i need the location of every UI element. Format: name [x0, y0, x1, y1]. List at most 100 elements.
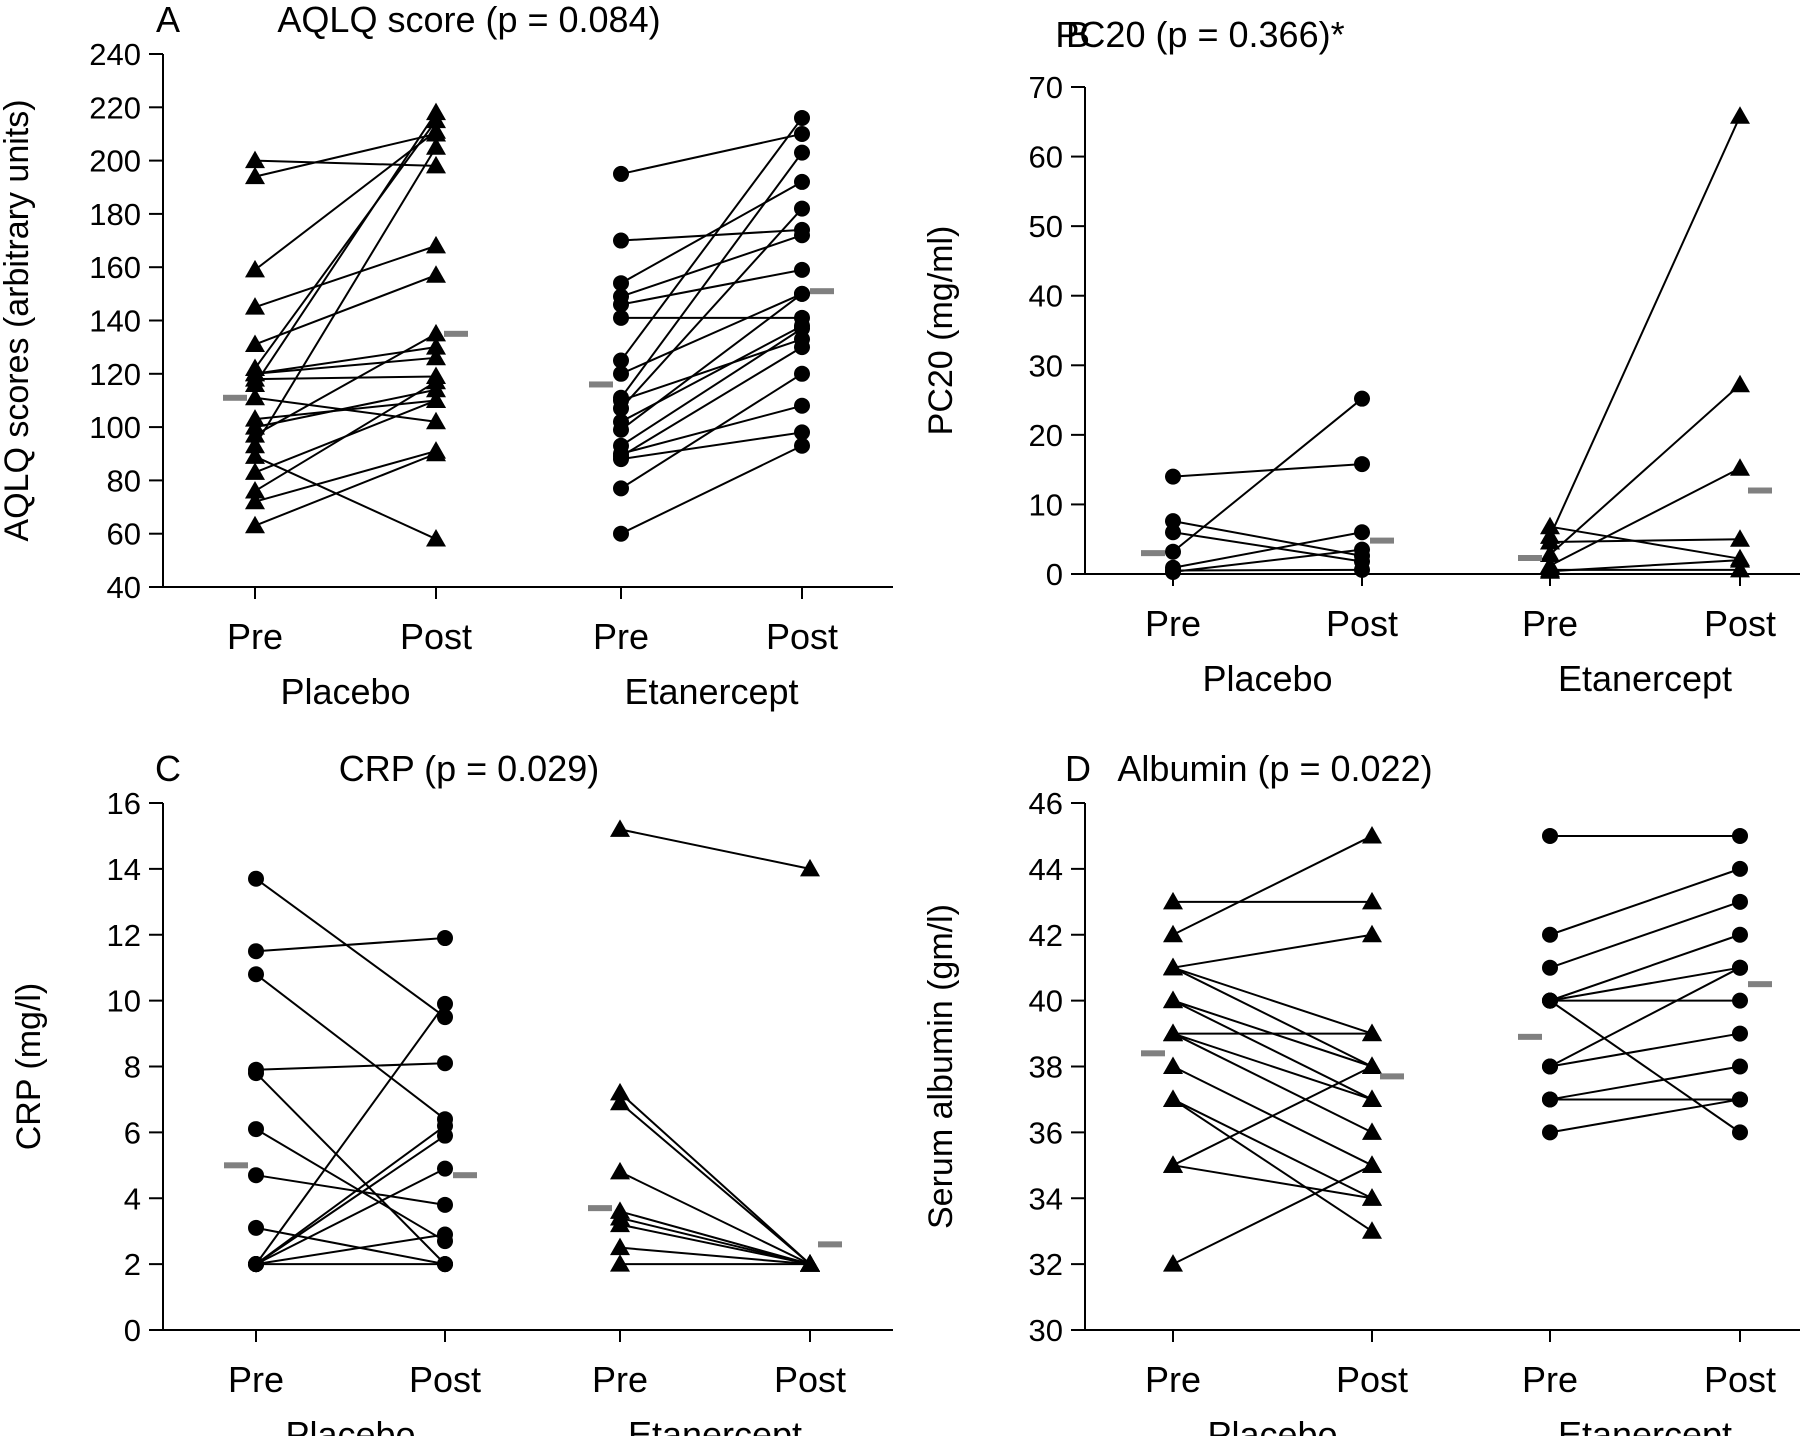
panel-a-pre-point	[613, 365, 629, 382]
panel-d-post-point	[1732, 827, 1748, 844]
panel-d-post-point	[1362, 1122, 1382, 1140]
panel-b-group-label: Etanercept	[1558, 658, 1732, 699]
panel-b-y-tick-label: 10	[1029, 487, 1063, 522]
panel-b-x-category-label: Post	[1704, 603, 1776, 644]
panel-a-pre-point	[245, 491, 265, 510]
panel-a-subject-line	[620, 268, 803, 306]
panel-c-y-tick-label: 0	[124, 1313, 141, 1348]
panel-c-y-tick-label: 16	[107, 786, 141, 821]
panel-d-pre-point	[1163, 1254, 1183, 1272]
panel-c-group-label: Placebo	[285, 1414, 415, 1436]
panel-d-pre-point	[1542, 926, 1558, 943]
panel-a-pre-point	[245, 334, 265, 352]
panel-a-subject-line	[620, 292, 803, 375]
panel-c-pre-point	[610, 1161, 630, 1180]
panel-b-post-point	[1730, 559, 1750, 578]
panel-b-y-tick-label: 60	[1029, 140, 1063, 175]
panel-a-subject-line	[620, 181, 803, 285]
panel-c-post-point	[437, 930, 453, 947]
panel-b-subject-line	[1549, 384, 1741, 556]
panel-b-post-point	[1354, 456, 1370, 473]
panel-d-y-tick-label: 30	[1029, 1313, 1063, 1348]
panel-b-post-point	[1354, 524, 1370, 541]
panel-c-post-point	[800, 1254, 820, 1272]
panel-c-pre-point	[610, 1092, 630, 1111]
panel-a-post-point	[794, 125, 810, 142]
panel-a-subject-line	[254, 146, 437, 447]
panel-d-subject-line	[1172, 999, 1373, 1101]
panel-d-post-point	[1362, 1056, 1382, 1074]
panel-c-post-point	[437, 1226, 453, 1243]
panel-a-pre-point	[613, 413, 629, 430]
panel-a-y-tick-label: 220	[89, 90, 141, 125]
panel-a-subject-line	[254, 452, 437, 527]
panel-a-pre-point	[613, 352, 629, 369]
panel-a-pre-point	[245, 446, 265, 464]
panel-d-pre-mean-mark	[1141, 1050, 1165, 1057]
panel-a-y-tick-label: 200	[89, 144, 141, 179]
panel-b-post-mean-mark	[1748, 487, 1772, 494]
panel-c-group-label: Etanercept	[628, 1414, 802, 1436]
panel-a-x-category-label: Post	[400, 616, 472, 657]
panel-a-pre-point	[245, 481, 265, 499]
panel-d-y-tick-label: 32	[1029, 1247, 1063, 1282]
panel-c-subject-line	[619, 1217, 811, 1266]
panel-a-pre-point	[245, 150, 265, 169]
panel-a-pre-mean-mark	[223, 394, 247, 401]
panel-c-y-axis-label: CRP (mg/l)	[10, 983, 48, 1151]
panel-c-subject-line	[619, 1101, 811, 1265]
panel-b-subject-line	[1172, 531, 1363, 563]
panel-b-post-point	[1354, 390, 1370, 407]
panel-d-series-2	[1518, 827, 1772, 1141]
panel-a-post-point	[794, 173, 810, 190]
panel-c-pre-point	[248, 943, 264, 960]
panel-a-y-tick-label: 40	[107, 570, 141, 605]
panel-c-y-tick-label: 6	[124, 1115, 141, 1150]
panel-a-x-category-label: Post	[766, 616, 838, 657]
panel-c-subject-line	[619, 1171, 811, 1266]
panel-a-pre-point	[613, 525, 629, 542]
panel-c-pre-point	[610, 1237, 630, 1256]
panel-c-y-tick-label: 8	[124, 1050, 141, 1085]
panel-c-letter: C	[155, 748, 181, 789]
panel-b-subject-line	[1549, 538, 1741, 543]
panel-d-post-point	[1362, 1221, 1382, 1239]
panel-b-y-tick-label: 0	[1046, 557, 1063, 592]
panel-a-subject-line	[254, 399, 437, 421]
panel-d-post-point	[1732, 893, 1748, 910]
panel-c-subject-line	[619, 828, 811, 870]
panel-a-subject-line	[620, 234, 803, 298]
panel-b-x-category-label: Post	[1326, 603, 1398, 644]
panel-b-post-mean-mark	[1370, 537, 1394, 544]
panel-b-pre-point	[1165, 524, 1181, 541]
panel-d-post-point	[1362, 1188, 1382, 1206]
panel-b-x-category-label: Pre	[1145, 603, 1201, 644]
panel-b-post-point	[1354, 561, 1370, 578]
panel-c-subject-line	[255, 1062, 446, 1071]
panel-c-pre-point	[248, 1256, 264, 1273]
panel-a-pre-point	[245, 387, 265, 406]
panel-a-pre-mean-mark	[589, 381, 613, 388]
panel-a-post-point	[794, 109, 810, 126]
panel-c-subject-line	[255, 877, 446, 1018]
panel-d-post-mean-mark	[1380, 1073, 1404, 1080]
panel-c-subject-line	[619, 1210, 811, 1266]
panel-a-pre-point	[245, 425, 265, 443]
panel-d-subject-line	[1172, 966, 1373, 1068]
panel-b-pre-point	[1165, 543, 1181, 560]
panel-a-post-point	[426, 265, 446, 283]
panel-d-subject-line	[1172, 1098, 1373, 1200]
panel-d-subject-line	[1172, 966, 1373, 1035]
panel-c-pre-point	[610, 1254, 630, 1272]
panel-c-post-point	[437, 1196, 453, 1213]
panel-a-post-point	[794, 397, 810, 414]
panel-c-post-mean-mark	[818, 1241, 842, 1248]
panel-b-pre-point	[1165, 468, 1181, 485]
panel-a-subject-line	[254, 130, 437, 271]
panel-c-pre-point	[248, 1065, 264, 1082]
panel-d-post-point	[1362, 1089, 1382, 1107]
panel-a-subject-line	[254, 159, 437, 167]
panel-a-x-category-label: Pre	[593, 616, 649, 657]
panel-a-post-point	[794, 437, 810, 454]
panel-c-x-category-label: Pre	[592, 1359, 648, 1400]
